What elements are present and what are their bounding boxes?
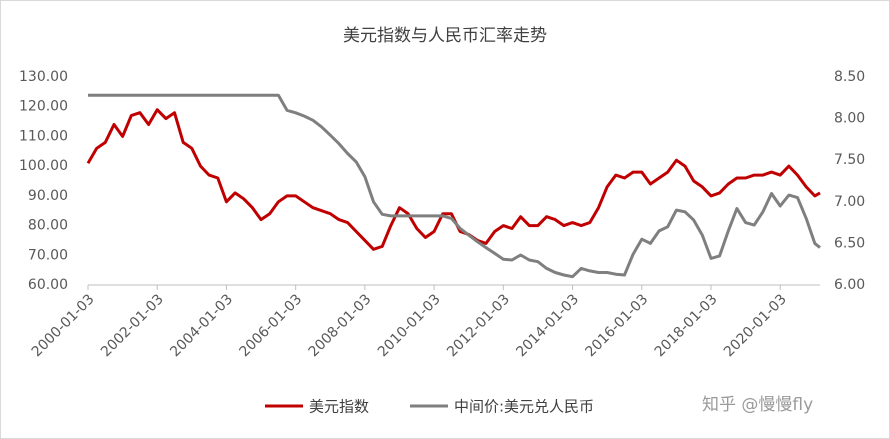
y-tick-label: 120.00 [19, 99, 68, 115]
legend-label: 美元指数 [309, 398, 369, 416]
y2-tick-label: 6.00 [834, 277, 865, 293]
y-tick-label: 110.00 [19, 128, 68, 144]
data-line [88, 93, 821, 279]
y2-tick-label: 6.50 [834, 235, 865, 251]
y-tick-label: 90.00 [28, 188, 68, 204]
legend-label: 中间价:美元兑人民币 [454, 398, 594, 416]
y-tick-label: 80.00 [28, 218, 68, 234]
y2-tick-label: 8.00 [834, 111, 865, 127]
y2-tick-label: 8.50 [834, 69, 865, 85]
y2-tick-label: 7.50 [834, 152, 865, 168]
y-tick-label: 100.00 [19, 158, 68, 174]
y-tick-label: 130.00 [19, 69, 68, 85]
chart-title: 美元指数与人民币汇率走势 [343, 26, 547, 46]
watermark: 知乎 @慢慢fly [702, 394, 813, 415]
y-tick-label: 70.00 [28, 247, 68, 263]
y-tick-label: 60.00 [28, 277, 68, 293]
y2-tick-label: 7.00 [834, 194, 865, 210]
